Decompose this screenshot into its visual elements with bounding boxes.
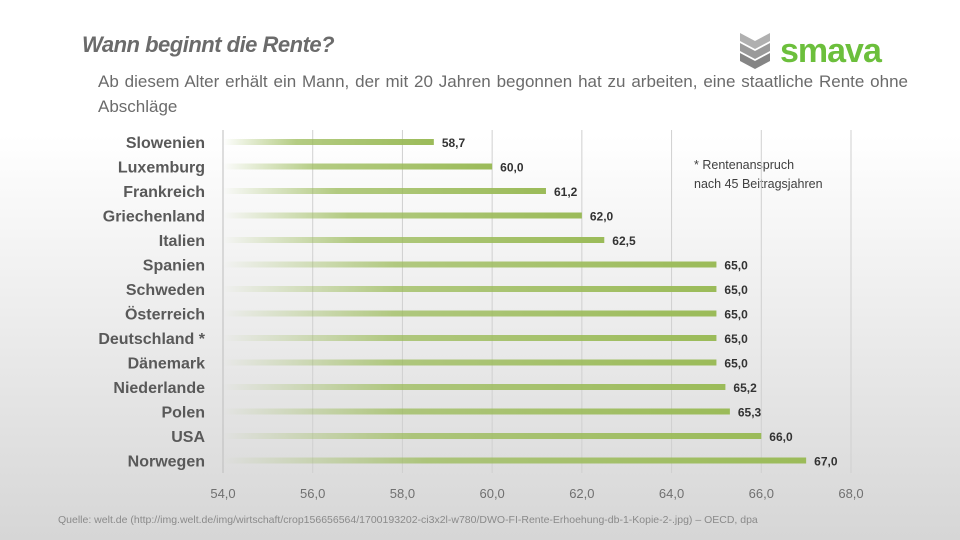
category-label: Polen <box>161 405 205 422</box>
category-label: Österreich <box>125 305 205 324</box>
note-line: nach 45 Beitragsjahren <box>694 177 823 191</box>
value-label: 60,0 <box>500 161 524 175</box>
x-tick-label: 60,0 <box>479 486 504 501</box>
x-tick-label: 64,0 <box>659 486 684 501</box>
value-label: 62,5 <box>612 234 636 248</box>
bar <box>223 433 762 439</box>
category-label: Spanien <box>143 258 205 275</box>
x-tick-label: 68,0 <box>838 486 863 501</box>
bar <box>223 261 717 268</box>
category-label: Niederlande <box>113 380 205 397</box>
bar <box>223 384 726 390</box>
bar <box>223 408 730 415</box>
value-label: 65,0 <box>724 259 748 273</box>
value-label: 65,2 <box>733 381 757 395</box>
bar <box>223 286 717 292</box>
x-tick-label: 54,0 <box>210 486 235 501</box>
x-tick-label: 58,0 <box>390 486 415 501</box>
smava-logo: smava <box>738 26 924 76</box>
bar <box>223 310 717 317</box>
category-label: Schweden <box>126 282 205 299</box>
bar <box>223 457 807 464</box>
value-label: 66,0 <box>769 430 793 444</box>
value-label: 62,0 <box>590 210 614 224</box>
category-label: USA <box>171 429 205 446</box>
bar <box>223 188 546 194</box>
bar <box>223 139 434 145</box>
value-label: 65,3 <box>738 406 762 420</box>
category-label: Deutschland * <box>98 331 205 348</box>
value-label: 67,0 <box>814 455 838 469</box>
bar <box>223 163 493 170</box>
value-label: 65,0 <box>724 308 748 322</box>
logo-text: smava <box>780 31 882 70</box>
category-label: Luxemburg <box>118 160 205 177</box>
bar <box>223 237 605 243</box>
note-line: * Rentenanspruch <box>694 158 795 172</box>
x-tick-label: 66,0 <box>749 486 774 501</box>
bar <box>223 335 717 341</box>
slide-subtitle: Ab diesem Alter erhält ein Mann, der mit… <box>98 72 908 116</box>
category-label: Slowenien <box>126 135 205 152</box>
chevron-logo-icon <box>740 33 770 69</box>
value-label: 65,0 <box>724 332 748 346</box>
value-label: 65,0 <box>724 283 748 297</box>
category-label: Dänemark <box>128 356 205 373</box>
source-text: Quelle: welt.de (http://img.welt.de/img/… <box>58 514 758 526</box>
value-label: 58,7 <box>442 136 466 150</box>
category-label: Griechenland <box>103 209 205 226</box>
chart-note: * Rentenanspruch nach 45 Beitragsjahren <box>694 156 823 194</box>
bar <box>223 359 717 366</box>
x-tick-label: 62,0 <box>569 486 594 501</box>
x-tick-label: 56,0 <box>300 486 325 501</box>
category-label: Norwegen <box>128 454 205 471</box>
value-label: 61,2 <box>554 185 578 199</box>
category-label: Frankreich <box>123 184 205 201</box>
value-label: 65,0 <box>724 357 748 371</box>
category-label: Italien <box>159 233 205 250</box>
bar <box>223 212 582 219</box>
slide-title: Wann beginnt die Rente? <box>82 32 335 57</box>
